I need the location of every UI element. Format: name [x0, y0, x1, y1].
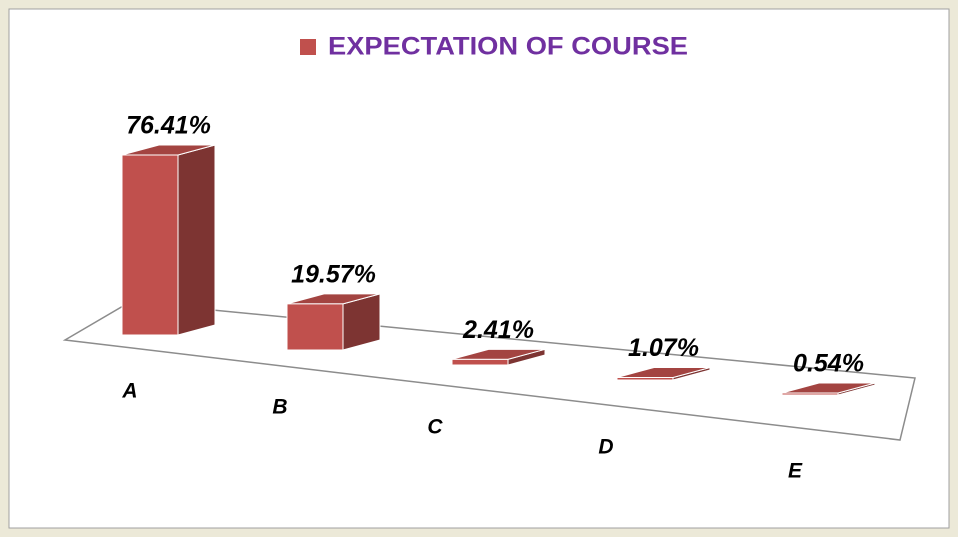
- bar-front: [286, 303, 344, 351]
- bar-front: [121, 154, 179, 336]
- bar-front: [781, 392, 839, 396]
- value-label: 19.57%: [291, 261, 376, 289]
- legend-swatch: [300, 39, 316, 55]
- bar-front: [616, 376, 674, 381]
- category-label: A: [121, 380, 137, 403]
- floor: [62, 301, 916, 441]
- legend-label: EXPECTATION OF COURSE: [328, 33, 688, 61]
- bar: [286, 293, 381, 351]
- value-label: 0.54%: [793, 350, 864, 378]
- value-label: 1.07%: [628, 334, 699, 362]
- category-label: E: [788, 460, 803, 483]
- bar: [616, 366, 711, 381]
- value-label: 2.41%: [462, 316, 534, 344]
- bar-front: [451, 358, 509, 366]
- category-label: B: [272, 396, 287, 419]
- bar: [451, 348, 546, 366]
- bar-side: [177, 144, 216, 336]
- category-label: D: [598, 436, 613, 459]
- category-label: C: [427, 416, 443, 439]
- value-label: 76.41%: [126, 112, 211, 140]
- bar: [121, 144, 216, 336]
- bar: [781, 382, 876, 396]
